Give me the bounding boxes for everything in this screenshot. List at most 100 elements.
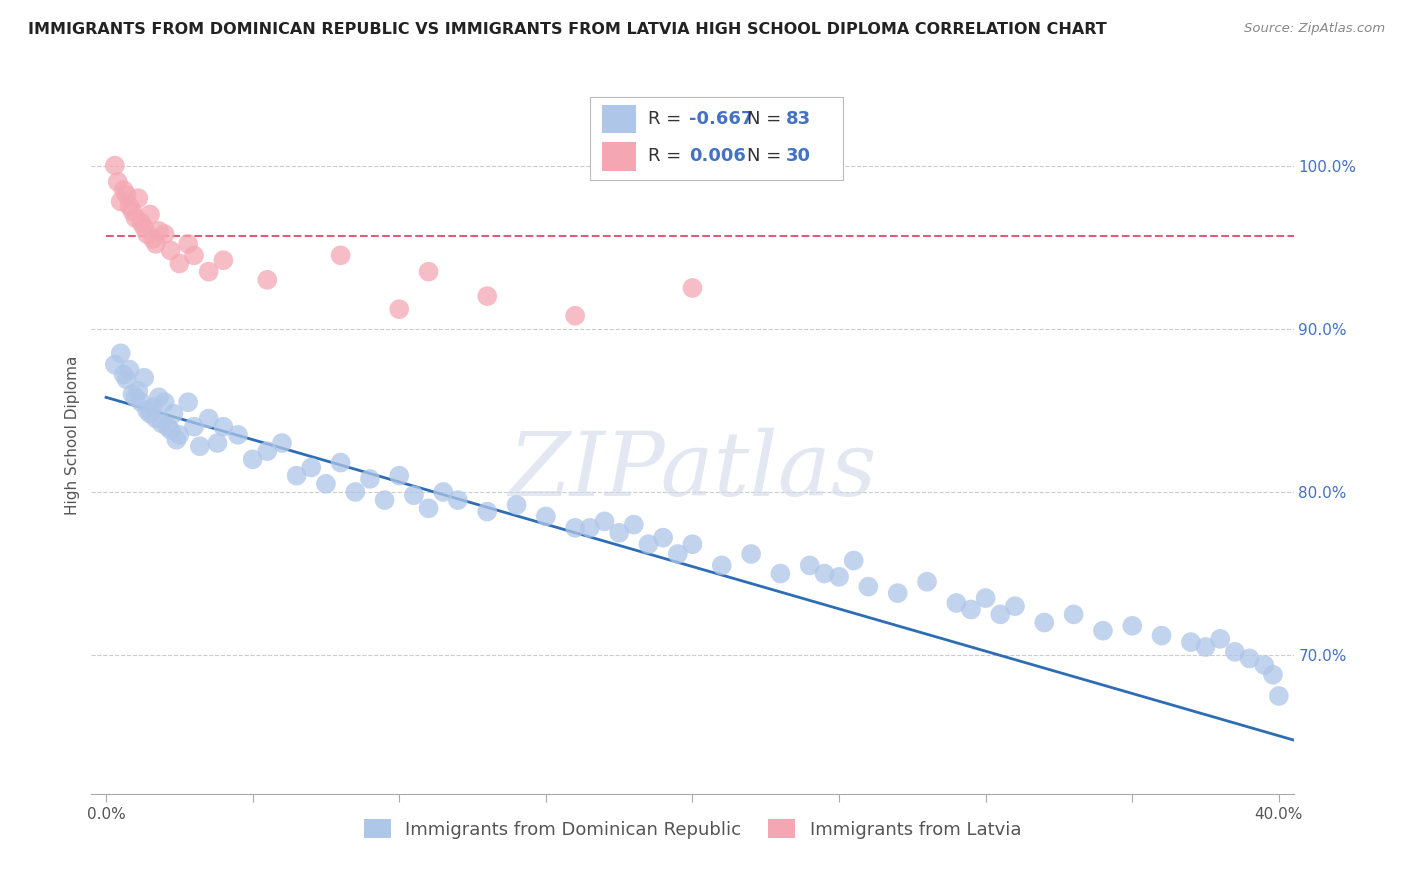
Point — [183, 419, 205, 434]
Point — [374, 493, 396, 508]
Point — [813, 566, 835, 581]
Point — [1180, 635, 1202, 649]
Point — [285, 468, 308, 483]
Point — [169, 256, 191, 270]
Point — [207, 436, 229, 450]
Text: R =: R = — [648, 110, 688, 128]
Point — [710, 558, 733, 573]
Point — [107, 175, 129, 189]
Point — [564, 309, 586, 323]
Point — [1261, 667, 1284, 681]
Y-axis label: High School Diploma: High School Diploma — [65, 355, 80, 515]
Point — [988, 607, 1011, 622]
Point — [134, 370, 156, 384]
Legend: Immigrants from Dominican Republic, Immigrants from Latvia: Immigrants from Dominican Republic, Immi… — [356, 812, 1029, 846]
Point — [945, 596, 967, 610]
Point — [115, 372, 138, 386]
Point — [162, 407, 184, 421]
Text: N =: N = — [747, 147, 786, 165]
Point — [564, 521, 586, 535]
Point — [142, 400, 165, 414]
Point — [104, 358, 127, 372]
Point — [148, 224, 170, 238]
Point — [256, 444, 278, 458]
Text: IMMIGRANTS FROM DOMINICAN REPUBLIC VS IMMIGRANTS FROM LATVIA HIGH SCHOOL DIPLOMA: IMMIGRANTS FROM DOMINICAN REPUBLIC VS IM… — [28, 22, 1107, 37]
Point — [1268, 689, 1291, 703]
Point — [112, 183, 135, 197]
Point — [256, 273, 278, 287]
Point — [1150, 629, 1173, 643]
Point — [115, 188, 138, 202]
Point — [432, 485, 454, 500]
Point — [183, 248, 205, 262]
Point — [666, 547, 689, 561]
Point — [505, 498, 527, 512]
Text: N =: N = — [747, 110, 786, 128]
Point — [129, 216, 152, 230]
Point — [769, 566, 792, 581]
Point — [637, 537, 659, 551]
Point — [145, 236, 167, 251]
Point — [1091, 624, 1114, 638]
Point — [156, 419, 179, 434]
Point — [145, 411, 167, 425]
Point — [177, 236, 200, 251]
Point — [177, 395, 200, 409]
Point — [329, 248, 352, 262]
Point — [212, 253, 235, 268]
Point — [136, 227, 159, 241]
Point — [886, 586, 908, 600]
Point — [842, 553, 865, 567]
Point — [477, 289, 499, 303]
Point — [579, 521, 602, 535]
Point — [681, 537, 703, 551]
Text: R =: R = — [648, 147, 688, 165]
Point — [127, 384, 149, 398]
Point — [447, 493, 470, 508]
Point — [1223, 645, 1246, 659]
Point — [136, 403, 159, 417]
Point — [121, 387, 143, 401]
Text: -0.667: -0.667 — [689, 110, 754, 128]
Point — [740, 547, 762, 561]
Point — [534, 509, 557, 524]
Point — [242, 452, 264, 467]
Point — [124, 211, 146, 225]
Point — [112, 368, 135, 382]
Point — [299, 460, 322, 475]
Point — [974, 591, 997, 605]
Point — [153, 227, 176, 241]
Point — [607, 525, 630, 540]
Text: ZIPatlas: ZIPatlas — [508, 427, 877, 514]
Point — [418, 501, 440, 516]
Point — [1063, 607, 1085, 622]
Point — [1253, 657, 1275, 672]
FancyBboxPatch shape — [602, 104, 636, 133]
Point — [652, 531, 675, 545]
Point — [1004, 599, 1026, 614]
Point — [329, 456, 352, 470]
Point — [418, 265, 440, 279]
Text: 30: 30 — [786, 147, 811, 165]
Point — [402, 488, 425, 502]
Point — [127, 191, 149, 205]
Point — [118, 362, 141, 376]
Point — [159, 244, 181, 258]
Point — [110, 194, 132, 209]
Point — [344, 485, 367, 500]
Point — [477, 504, 499, 518]
FancyBboxPatch shape — [591, 97, 842, 180]
Point — [197, 265, 219, 279]
Point — [104, 159, 127, 173]
Point — [139, 407, 162, 421]
Point — [388, 468, 411, 483]
Point — [593, 514, 616, 528]
Point — [271, 436, 294, 450]
Point — [129, 395, 152, 409]
Point — [148, 390, 170, 404]
Point — [226, 428, 249, 442]
Point — [159, 423, 181, 437]
Point — [858, 580, 880, 594]
Text: Source: ZipAtlas.com: Source: ZipAtlas.com — [1244, 22, 1385, 36]
Point — [150, 417, 173, 431]
